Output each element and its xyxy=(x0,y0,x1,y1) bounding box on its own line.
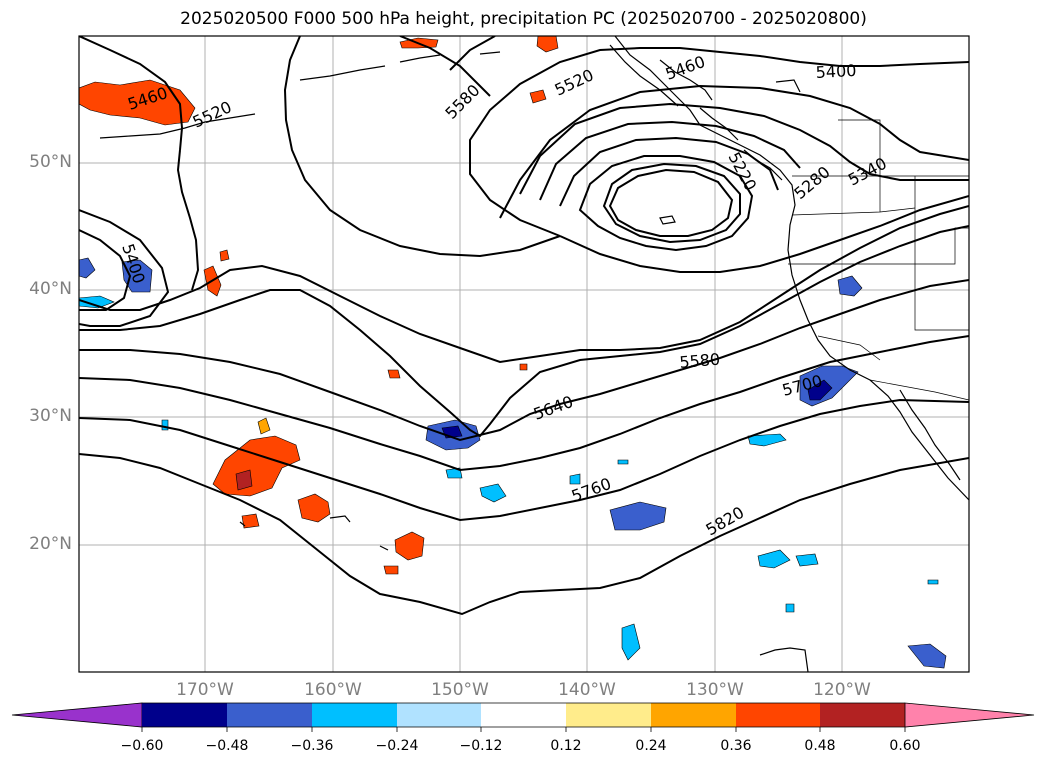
colorbar-swatch xyxy=(312,703,397,727)
colorbar-swatch xyxy=(481,703,566,727)
colorbar-tick-label: 0.36 xyxy=(720,738,752,754)
colorbar-swatch xyxy=(142,703,227,727)
colorbar-tick-label: −0.12 xyxy=(459,738,503,754)
lon-label: 130°W xyxy=(686,680,744,700)
map-title: 2025020500 F000 500 hPa height, precipit… xyxy=(180,9,867,29)
precip-negative-areas xyxy=(79,257,947,669)
map-frame xyxy=(78,35,970,673)
lon-label: 140°W xyxy=(558,680,616,700)
height-contours xyxy=(79,36,969,616)
lon-label: 170°W xyxy=(176,680,234,700)
colorbar-tick-label: −0.60 xyxy=(120,738,164,754)
lon-label: 120°W xyxy=(813,680,871,700)
colorbar-swatch xyxy=(820,703,905,727)
colorbar-tick-label: 0.24 xyxy=(635,738,667,754)
colorbar-swatch xyxy=(566,703,651,727)
colorbar-tick-label: 0.12 xyxy=(550,738,582,754)
colorbar-swatch xyxy=(227,703,312,727)
colorbar xyxy=(11,702,1035,732)
colorbar-swatch xyxy=(651,703,736,727)
colorbar-tick-label: −0.48 xyxy=(205,738,249,754)
contour-label: 5580 xyxy=(679,350,721,372)
colorbar-tick-label: −0.24 xyxy=(375,738,419,754)
contour-label: 5400 xyxy=(815,61,857,82)
coastlines xyxy=(99,36,969,672)
colorbar-swatch xyxy=(11,702,143,728)
colorbar-tick-label: 0.60 xyxy=(889,738,921,754)
colorbar-tick-label: 0.48 xyxy=(804,738,836,754)
colorbar-swatch xyxy=(904,702,1035,728)
precip-positive-areas xyxy=(79,36,559,575)
colorbar-swatch xyxy=(397,703,481,727)
lat-label: 40°N xyxy=(29,279,72,299)
lon-label: 160°W xyxy=(304,680,362,700)
lat-label: 30°N xyxy=(29,406,72,426)
colorbar-swatch xyxy=(736,703,820,727)
lat-label: 50°N xyxy=(29,152,72,172)
lat-label: 20°N xyxy=(29,534,72,554)
lon-label: 150°W xyxy=(431,680,489,700)
colorbar-tick-label: −0.36 xyxy=(290,738,334,754)
